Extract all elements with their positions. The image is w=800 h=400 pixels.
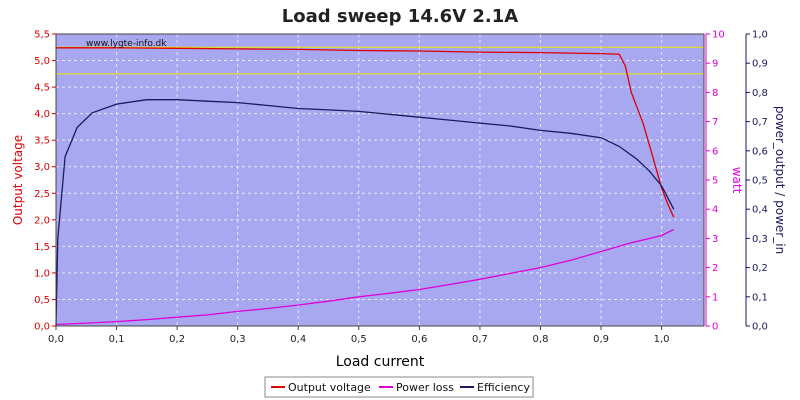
y-watt-tick-label: 0 bbox=[712, 322, 718, 333]
y-watt-tick-label: 9 bbox=[712, 59, 718, 70]
x-tick-label: 0,6 bbox=[411, 334, 427, 345]
y-left-tick-label: 3,5 bbox=[34, 136, 50, 147]
y-axis-watt-label: watt bbox=[730, 167, 744, 194]
y-axis-right: 0,0 0,1 0,2 0,3 0,4 0,5 0,6 0,7 0,8 0,9 1,0 bbox=[745, 30, 768, 333]
chart-title: Load sweep 14.6V 2.1A bbox=[282, 6, 519, 27]
legend: Output voltage Power loss Efficiency bbox=[264, 376, 534, 398]
y-watt-tick-label: 4 bbox=[712, 205, 718, 216]
x-tick-label: 0,7 bbox=[472, 334, 488, 345]
y-watt-tick-label: 6 bbox=[712, 146, 718, 157]
x-tick-label: 0,4 bbox=[290, 334, 306, 345]
y-left-tick-label: 2,0 bbox=[34, 215, 50, 226]
y-right-tick-label: 0,2 bbox=[752, 263, 768, 274]
series-layer bbox=[55, 47, 675, 327]
y-watt-tick-label: 10 bbox=[712, 30, 725, 41]
y-right-tick-label: 0,1 bbox=[752, 292, 768, 303]
plot-frame bbox=[55, 33, 705, 327]
legend-label-efficiency: Efficiency bbox=[477, 381, 530, 394]
y-watt-tick-label: 8 bbox=[712, 88, 718, 99]
y-right-tick-label: 0,4 bbox=[752, 205, 768, 216]
y-right-tick-label: 0,5 bbox=[752, 176, 768, 187]
y-left-tick-label: 4,0 bbox=[34, 109, 50, 120]
y-right-tick-label: 0,8 bbox=[752, 88, 768, 99]
legend-label-output-voltage: Output voltage bbox=[288, 381, 371, 394]
y-left-tick-label: 1,0 bbox=[34, 268, 50, 279]
y-left-tick-label: 0,5 bbox=[34, 295, 50, 306]
legend-box bbox=[264, 376, 534, 398]
y-right-tick-label: 0,0 bbox=[752, 322, 768, 333]
y-watt-tick-label: 7 bbox=[712, 117, 718, 128]
x-tick-label: 0,0 bbox=[48, 334, 64, 345]
y-left-tick-label: 2,5 bbox=[34, 189, 50, 200]
y-left-tick-label: 3,0 bbox=[34, 162, 50, 173]
x-axis-label: Load current bbox=[336, 354, 425, 370]
x-tick-label: 0,1 bbox=[109, 334, 125, 345]
y-right-tick-label: 0,9 bbox=[752, 59, 768, 70]
legend-label-power-loss: Power loss bbox=[396, 381, 454, 394]
y-right-tick-label: 0,7 bbox=[752, 117, 768, 128]
y-right-tick-label: 1,0 bbox=[752, 30, 768, 41]
y-left-tick-label: 5,5 bbox=[34, 30, 50, 41]
x-tick-label: 0,9 bbox=[593, 334, 609, 345]
y-left-tick-label: 0,0 bbox=[34, 322, 50, 333]
y-axis-watt: 0 1 2 3 4 5 6 7 8 9 10 bbox=[705, 30, 725, 333]
y-right-tick-label: 0,3 bbox=[752, 234, 768, 245]
y-axis-left: 0,0 0,5 1,0 1,5 2,0 2,5 3,0 3,5 4,0 4,5 5,0 5,5 bbox=[34, 30, 56, 333]
y-left-tick-label: 5,0 bbox=[34, 56, 50, 67]
y-watt-tick-label: 1 bbox=[712, 292, 718, 303]
x-axis: 0,0 0,1 0,2 0,3 0,4 0,5 0,6 0,7 0,8 0,9 1,0 bbox=[48, 326, 670, 345]
reference-lines bbox=[56, 46, 704, 75]
watermark: www.lygte-info.dk bbox=[86, 39, 167, 49]
y-left-tick-label: 1,5 bbox=[34, 242, 50, 253]
grid bbox=[55, 33, 704, 327]
x-tick-label: 1,0 bbox=[654, 334, 670, 345]
x-tick-label: 0,3 bbox=[230, 334, 246, 345]
series-line-efficiency bbox=[55, 99, 675, 327]
series-line-power-loss bbox=[55, 229, 674, 326]
y-left-tick-label: 4,5 bbox=[34, 83, 50, 94]
y-watt-tick-label: 5 bbox=[712, 176, 718, 187]
x-tick-label: 0,2 bbox=[169, 334, 185, 345]
x-tick-label: 0,5 bbox=[351, 334, 367, 345]
plot-area bbox=[56, 34, 704, 326]
y-axis-right-label: power_output / power_in bbox=[773, 106, 787, 254]
series-line-output-voltage bbox=[56, 47, 675, 218]
y-axis-left-label: Output voltage bbox=[11, 135, 25, 225]
y-watt-tick-label: 3 bbox=[712, 234, 718, 245]
x-tick-label: 0,8 bbox=[533, 334, 549, 345]
y-right-tick-label: 0,6 bbox=[752, 146, 768, 157]
y-watt-tick-label: 2 bbox=[712, 263, 718, 274]
